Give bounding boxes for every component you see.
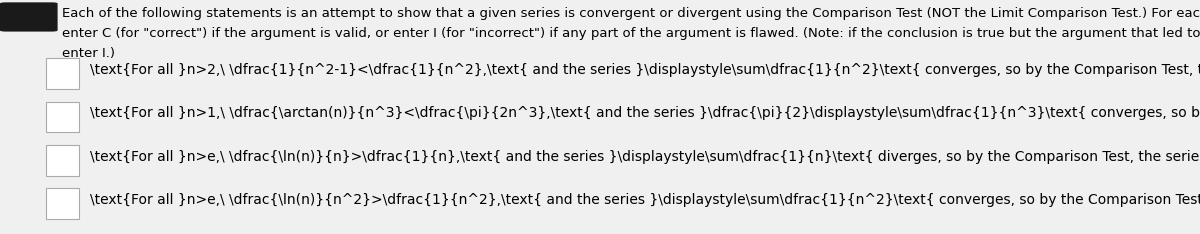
FancyBboxPatch shape [46, 58, 79, 89]
Text: \text{For all }n>2,\ \dfrac{1}{n^2-1}<\dfrac{1}{n^2},\text{ and the series }\dis: \text{For all }n>2,\ \dfrac{1}{n^2-1}<\d… [90, 63, 1200, 77]
FancyBboxPatch shape [46, 188, 79, 219]
Text: \text{For all }n>e,\ \dfrac{\ln(n)}{n^2}>\dfrac{1}{n^2},\text{ and the series }\: \text{For all }n>e,\ \dfrac{\ln(n)}{n^2}… [90, 193, 1200, 207]
Text: enter C (for "correct") if the argument is valid, or enter I (for "incorrect") i: enter C (for "correct") if the argument … [62, 27, 1200, 40]
Text: enter I.): enter I.) [62, 47, 115, 60]
Text: \text{For all }n>1,\ \dfrac{\arctan(n)}{n^3}<\dfrac{\pi}{2n^3},\text{ and the se: \text{For all }n>1,\ \dfrac{\arctan(n)}{… [90, 106, 1200, 121]
FancyBboxPatch shape [0, 2, 58, 32]
Text: Each of the following statements is an attempt to show that a given series is co: Each of the following statements is an a… [62, 7, 1200, 20]
FancyBboxPatch shape [46, 145, 79, 176]
FancyBboxPatch shape [46, 102, 79, 132]
Text: \text{For all }n>e,\ \dfrac{\ln(n)}{n}>\dfrac{1}{n},\text{ and the series }\disp: \text{For all }n>e,\ \dfrac{\ln(n)}{n}>\… [90, 150, 1200, 164]
